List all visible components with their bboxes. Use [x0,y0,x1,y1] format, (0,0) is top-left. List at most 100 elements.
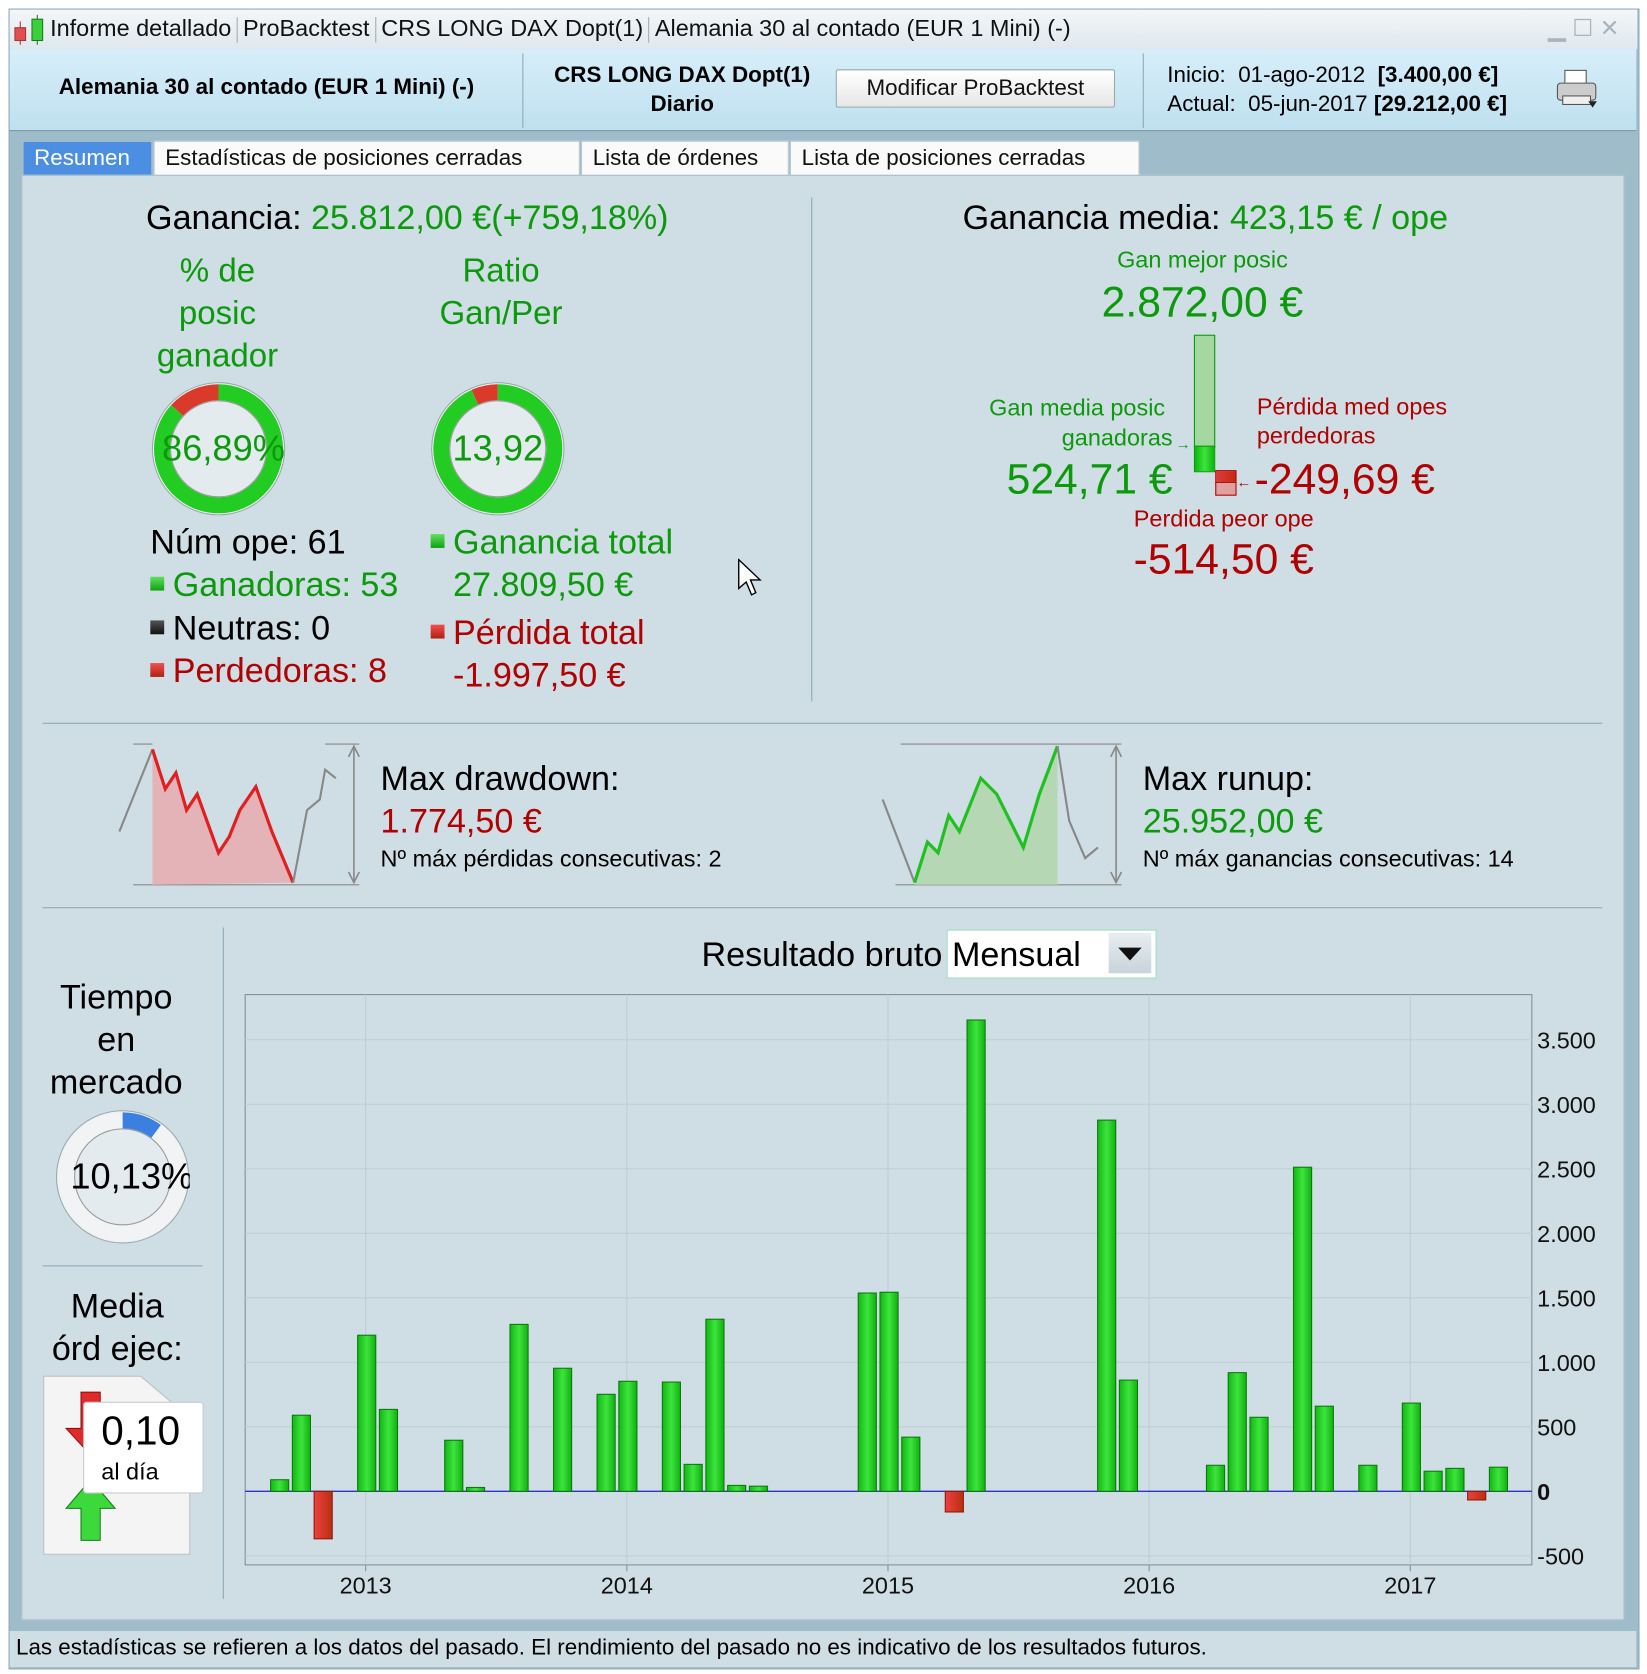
worst-loss-label: Perdida peor ope [1133,505,1314,532]
total-loss-swatch [430,624,445,639]
bar-2016-04 [1205,1464,1226,1492]
minimize-button[interactable]: ▁ [1547,14,1573,42]
maximize-button[interactable]: ☐ [1572,14,1600,42]
avg-win-value: 524,71 € [1006,456,1173,504]
bar-2014-01 [618,1380,638,1492]
runup-label: Max runup: [1142,758,1314,798]
avg-win-arrow-icon: → [1175,434,1191,452]
drawdown-label: Max drawdown: [380,758,620,798]
x-tick-label: 2015 [862,1573,914,1599]
current-label: Actual: [1167,91,1236,117]
timeframe: Diario [650,91,714,117]
disclaimer: Las estadísticas se refieren a los datos… [15,1635,1207,1660]
bar-2016-09 [1314,1405,1334,1492]
app-candlestick-icon [14,14,44,45]
win-pct-title-2: posic [178,294,257,332]
y-tick-label: 3.000 [1537,1092,1596,1118]
avg-loss-value: -249,69 € [1254,456,1435,504]
close-button[interactable]: ✕ [1599,14,1626,42]
y-tick-label: 3.500 [1537,1027,1596,1053]
monthly-result-chart: 2013 2014 2015 2016 2017 -500 0 500 1.000 1.500 2.… [244,994,1596,1599]
ratio-title-2: Gan/Per [439,294,563,332]
y-tick-label: 2.500 [1537,1156,1596,1182]
print-icon[interactable] [1554,68,1601,111]
best-position-bar [1193,334,1216,448]
mouse-cursor-icon [738,558,762,596]
runup-consec-gains: Nº máx ganancias consecutivas: 14 [1142,845,1514,872]
window-title: Informe detallado ProBacktest CRS LONG DAX… [50,15,1071,43]
bar-2015-11 [1097,1119,1117,1492]
report-header [9,49,1637,132]
total-loss-label: Pérdida total [453,612,645,652]
avg-loss-label-2: perdedoras [1256,422,1376,449]
gain-percent: (+759,18%) [491,198,669,237]
avg-gain-label: Ganancia media: [962,198,1221,237]
x-tick-label: 2014 [601,1573,653,1599]
bar-2013-01 [357,1334,377,1492]
bar-2017-03 [1445,1467,1465,1492]
x-tick-label: 2016 [1123,1573,1175,1599]
winners: Ganadoras: 53 [172,564,399,604]
period-select-value: Mensual [951,934,1081,974]
bar-2015-02 [901,1436,921,1492]
worst-loss-value: -514,50 € [1133,536,1314,584]
current-capital: [29.212,00 €] [1373,91,1508,117]
win-pct-donut [151,382,286,516]
tab-closed-position-stats[interactable]: Estadísticas de posiciones cerradas [153,140,580,175]
y-tick-label: -500 [1537,1543,1584,1569]
gain-label: Ganancia: [146,198,302,237]
y-tick-label: 1.000 [1537,1350,1596,1376]
title-module: ProBacktest [243,14,370,42]
bar-2012-10 [291,1414,312,1492]
win-pct-title-1: % de [179,251,256,289]
bar-2013-08 [509,1323,529,1492]
title-system: CRS LONG DAX Dopt(1) [381,14,644,42]
start-capital: [3.400,00 €] [1377,62,1499,88]
market-time-rest-segment [58,1112,188,1242]
x-tick-label: 2017 [1384,1573,1436,1599]
bar-2017-05 [1488,1466,1509,1492]
ratio-main-segment [471,384,499,405]
bar-2013-10 [552,1367,573,1492]
period-select[interactable]: Mensual [946,929,1157,979]
bar-2016-08 [1292,1166,1313,1492]
tab-order-list[interactable]: Lista de órdenes [580,140,789,175]
market-time-value: 10,13% [70,1156,190,1198]
winners-swatch [150,576,165,591]
market-time-title-2: en [97,1020,136,1059]
y-tick-label: 2.000 [1537,1221,1596,1247]
modify-probacktest-button[interactable]: Modificar ProBacktest [835,69,1116,108]
y-tick-label: 500 [1537,1414,1576,1440]
ratio-rest-segment [433,384,563,514]
total-gain-label: Ganancia total [453,522,674,561]
tab-resumen[interactable]: Resumen [22,140,153,175]
win-pct-rest-segment [154,384,283,514]
bar-2016-06 [1249,1416,1269,1492]
bar-2015-12 [1118,1379,1139,1492]
win-pct-center [170,400,268,498]
avg-loss-arrow-icon: ← [1236,473,1252,491]
bar-2014-06 [727,1484,747,1492]
orders-per-day-unit: al día [101,1458,159,1485]
bar-2014-12 [857,1292,877,1492]
tab-closed-position-list[interactable]: Lista de posiciones cerradas [789,140,1140,175]
market-time-center [74,1128,172,1226]
y-tick-label: 0 [1537,1479,1550,1505]
total-loss-value: -1.997,50 € [453,655,626,694]
bar-2014-03 [661,1381,681,1492]
num-ops: Núm ope: 61 [150,522,346,561]
bar-2017-01 [1401,1402,1421,1492]
runup-value: 25.952,00 € [1142,801,1323,841]
dropdown-arrow-icon[interactable] [1108,932,1152,974]
bar-2013-05 [444,1439,464,1492]
drawdown-value: 1.774,50 € [380,801,542,841]
orders-title-1: Media [70,1286,164,1326]
market-time-donut [55,1110,190,1244]
chart-title: Resultado bruto [701,934,943,974]
avg-win-label-2: ganadoras [1061,424,1173,451]
bar-2013-06 [465,1486,486,1492]
ratio-donut [431,382,565,516]
bar-2017-04 [1467,1490,1487,1501]
y-tick-label: 1.500 [1537,1285,1596,1311]
market-time-title-3: mercado [49,1062,183,1102]
